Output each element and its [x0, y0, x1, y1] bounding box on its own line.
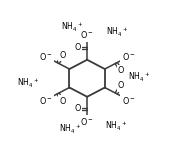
Text: O$^-$: O$^-$	[122, 95, 135, 106]
Text: O$^-$: O$^-$	[122, 51, 135, 62]
Text: O: O	[60, 97, 66, 106]
Text: O: O	[74, 104, 80, 113]
Text: NH$_4$$^+$: NH$_4$$^+$	[59, 123, 81, 136]
Text: NH$_4$$^+$: NH$_4$$^+$	[106, 26, 129, 39]
Text: NH$_4$$^+$: NH$_4$$^+$	[128, 71, 150, 84]
Text: O$^-$: O$^-$	[39, 51, 52, 62]
Text: O: O	[118, 66, 124, 75]
Text: NH$_4$$^+$: NH$_4$$^+$	[17, 77, 39, 90]
Text: NH$_4$$^+$: NH$_4$$^+$	[61, 21, 83, 34]
Text: O$^-$: O$^-$	[39, 95, 52, 106]
Text: O: O	[118, 81, 124, 90]
Text: NH$_4$$^+$: NH$_4$$^+$	[105, 119, 127, 133]
Text: O: O	[60, 51, 66, 60]
Text: O$^-$: O$^-$	[80, 29, 94, 40]
Text: O$^-$: O$^-$	[80, 116, 94, 127]
Text: O: O	[74, 43, 80, 52]
